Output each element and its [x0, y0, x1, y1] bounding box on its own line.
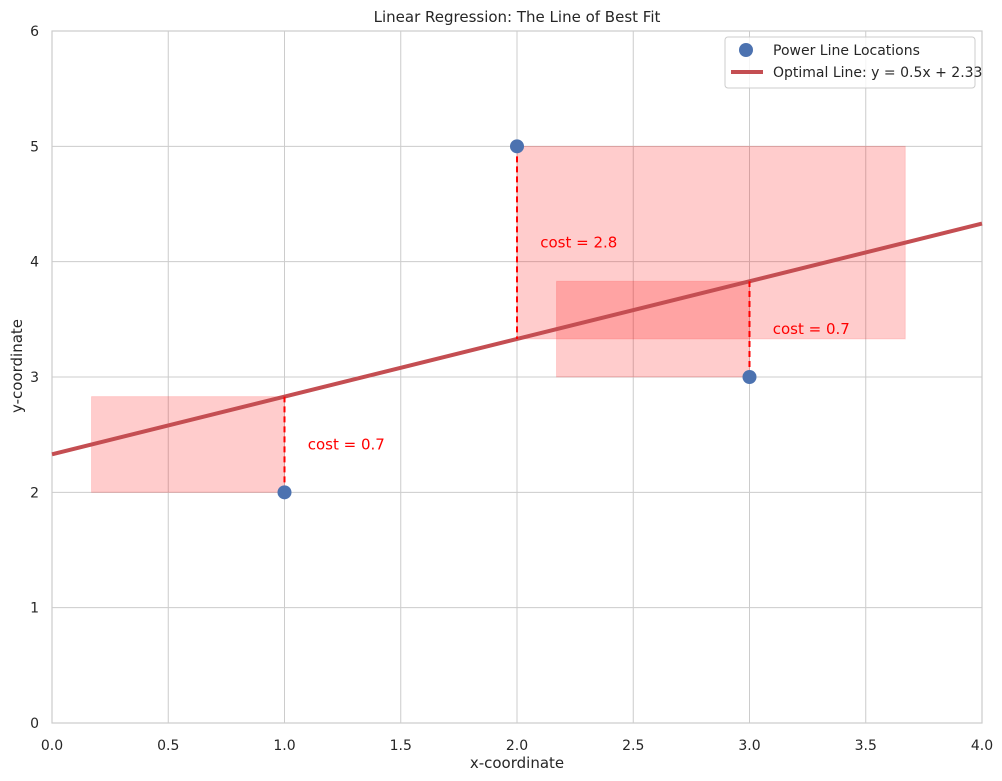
cost-square: [91, 396, 286, 493]
y-tick-label: 4: [30, 255, 39, 271]
y-tick-label: 1: [30, 601, 39, 617]
legend-label-line: Optimal Line: y = 0.5x + 2.33: [773, 65, 982, 81]
residual-lines: [283, 146, 751, 493]
legend-label-points: Power Line Locations: [773, 43, 920, 59]
legend-marker-points: [739, 43, 753, 57]
chart-title: Linear Regression: The Line of Best Fit: [374, 8, 661, 26]
x-tick-label: 1.0: [273, 738, 295, 754]
legend-box: [724, 36, 976, 89]
legend: Power Line Locations Optimal Line: y = 0…: [724, 36, 982, 89]
x-axis-title: x-coordinate: [470, 754, 564, 772]
x-tick-label: 0.5: [157, 738, 179, 754]
x-tick-label: 0.0: [41, 738, 63, 754]
y-tick-label: 6: [30, 24, 39, 40]
data-point: [742, 370, 757, 384]
cost-squares: [91, 145, 906, 493]
cost-label: cost = 2.8: [540, 234, 617, 252]
x-tick-label: 2.5: [622, 738, 644, 754]
x-tick-label: 3.5: [855, 738, 877, 754]
y-tick-label: 5: [30, 139, 39, 155]
x-tick-label: 1.5: [390, 738, 412, 754]
cost-square: [516, 145, 906, 340]
cost-square: [556, 280, 751, 378]
cost-label: cost = 0.7: [773, 320, 850, 338]
cost-label: cost = 0.7: [308, 435, 385, 453]
data-point: [510, 139, 524, 154]
y-axis-title: y-coordinate: [8, 319, 26, 413]
cost-annotations: cost = 0.7 cost = 2.8 cost = 0.7: [308, 234, 850, 454]
y-tick-label: 0: [30, 716, 39, 732]
y-tick-labels: 0 1 2 3 4 5 6: [30, 24, 39, 732]
x-tick-label: 3.0: [738, 738, 760, 754]
x-tick-labels: 0.0 0.5 1.0 1.5 2.0 2.5 3.0 3.5 4.0: [41, 738, 993, 754]
y-tick-label: 3: [30, 370, 39, 386]
data-point: [277, 485, 292, 500]
plot-frame: [51, 30, 983, 724]
y-tick-label: 2: [30, 485, 39, 501]
plot-border: [51, 30, 983, 724]
data-points: [277, 139, 757, 500]
grid: [51, 30, 983, 724]
x-tick-label: 4.0: [971, 738, 993, 754]
x-tick-label: 2.0: [506, 738, 528, 754]
